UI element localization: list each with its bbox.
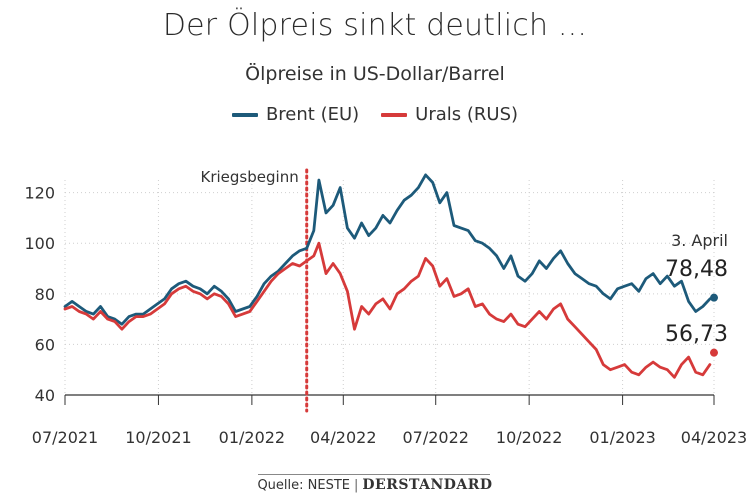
series-line-brent	[63, 173, 712, 326]
y-tick-label: 80	[35, 285, 55, 304]
chart-subtitle: Ölpreise in US-Dollar/Barrel	[245, 63, 505, 85]
y-tick-label: 60	[35, 335, 55, 354]
end-point-urals	[710, 348, 718, 357]
series-line-urals	[63, 241, 712, 379]
chart-legend: Brent (EU) Urals (RUS)	[0, 104, 750, 125]
legend-label-urals: Urals (RUS)	[415, 104, 519, 125]
legend-swatch-brent	[231, 112, 258, 117]
y-tick-label: 40	[35, 386, 55, 405]
end-value-urals: 56,73	[665, 322, 728, 347]
legend-item-urals: Urals (RUS)	[381, 104, 518, 125]
footer-separator: |	[354, 478, 359, 493]
y-tick-label: 100	[24, 234, 55, 253]
source-label: Quelle: NESTE	[257, 478, 350, 493]
brand-logo: DERSTANDARD	[362, 477, 493, 493]
x-tick-label: 07/2021	[32, 428, 98, 447]
x-tick-label: 10/2022	[496, 428, 562, 447]
chart-title: Der Ölpreis sinkt deutlich ...	[162, 8, 588, 43]
x-tick-label: 07/2022	[402, 428, 468, 447]
legend-item-brent: Brent (EU)	[231, 104, 360, 125]
legend-label-brent: Brent (EU)	[265, 104, 360, 125]
end-date-label: 3. April	[671, 231, 728, 250]
annotation-label: Kriegsbeginn	[201, 168, 299, 186]
x-tick-label: 04/2023	[681, 428, 747, 447]
end-point-brent	[710, 293, 718, 302]
x-tick-label: 01/2023	[589, 428, 655, 447]
footer-divider	[258, 474, 490, 475]
x-tick-label: 01/2022	[219, 428, 285, 447]
x-tick-label: 10/2021	[125, 428, 191, 447]
legend-swatch-urals	[381, 112, 408, 117]
footer: Quelle: NESTE | DERSTANDARD	[0, 477, 750, 493]
x-tick-label: 04/2022	[310, 428, 376, 447]
end-value-brent: 78,48	[665, 257, 728, 282]
y-tick-label: 120	[24, 184, 55, 203]
